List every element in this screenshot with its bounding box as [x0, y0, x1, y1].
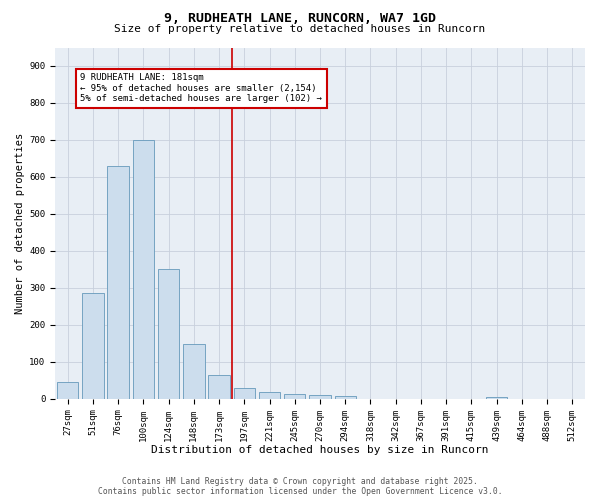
Bar: [233, 388, 255, 399]
Bar: [82, 294, 104, 399]
Bar: [309, 395, 331, 399]
Bar: [107, 166, 129, 399]
Bar: [158, 270, 179, 399]
Bar: [259, 392, 280, 399]
Bar: [183, 344, 205, 399]
Bar: [486, 396, 508, 399]
Bar: [57, 382, 79, 399]
Bar: [133, 140, 154, 399]
Bar: [208, 375, 230, 399]
Text: Contains HM Land Registry data © Crown copyright and database right 2025.
Contai: Contains HM Land Registry data © Crown c…: [98, 476, 502, 496]
Bar: [335, 396, 356, 399]
Bar: [284, 394, 305, 399]
Y-axis label: Number of detached properties: Number of detached properties: [15, 132, 25, 314]
Text: Size of property relative to detached houses in Runcorn: Size of property relative to detached ho…: [115, 24, 485, 34]
X-axis label: Distribution of detached houses by size in Runcorn: Distribution of detached houses by size …: [151, 445, 489, 455]
Text: 9, RUDHEATH LANE, RUNCORN, WA7 1GD: 9, RUDHEATH LANE, RUNCORN, WA7 1GD: [164, 12, 436, 26]
Text: 9 RUDHEATH LANE: 181sqm
← 95% of detached houses are smaller (2,154)
5% of semi-: 9 RUDHEATH LANE: 181sqm ← 95% of detache…: [80, 74, 322, 103]
